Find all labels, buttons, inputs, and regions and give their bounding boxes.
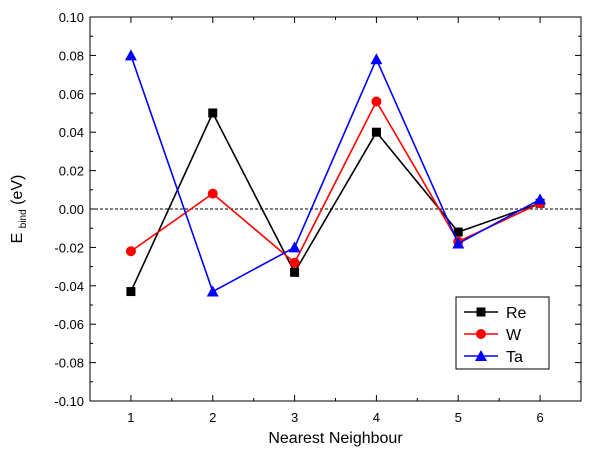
- data-point-ta: [370, 53, 383, 65]
- series-layer: [124, 49, 547, 297]
- y-axis-label-subscript: bind: [18, 209, 29, 228]
- y-tick-label: 0.08: [59, 48, 84, 63]
- data-point-w: [371, 96, 382, 107]
- data-point-ta: [288, 241, 301, 253]
- legend-item-re: Re: [464, 305, 527, 322]
- y-tick-label: 0.02: [59, 164, 84, 179]
- data-point-re: [208, 108, 218, 118]
- series-ta: [124, 49, 547, 297]
- y-tick-label: 0.04: [59, 125, 84, 140]
- x-tick-label: 4: [373, 410, 380, 425]
- series-re: [126, 108, 545, 297]
- y-tick-label: 0.00: [59, 202, 84, 217]
- legend-label: Re: [506, 305, 527, 322]
- legend-item-w: W: [464, 327, 522, 344]
- legend-label: W: [506, 327, 522, 344]
- series-line-re: [130, 111, 541, 292]
- legend-box: [455, 296, 550, 370]
- legend-marker: [475, 350, 487, 361]
- series-line-ta: [130, 55, 541, 293]
- data-point-ta: [534, 193, 547, 205]
- data-point-w: [125, 246, 136, 257]
- data-point-w: [289, 257, 300, 268]
- x-tick-label: 1: [127, 410, 134, 425]
- data-point-re: [290, 267, 300, 277]
- y-tick-label: -0.02: [54, 240, 84, 255]
- data-point-re: [126, 287, 136, 297]
- y-axis-label-main: E: [9, 233, 26, 244]
- series-w: [125, 96, 546, 268]
- data-point-ta: [124, 49, 137, 61]
- y-tick-label: 0.10: [59, 10, 84, 25]
- y-tick-label: -0.04: [54, 279, 84, 294]
- legend-label: Ta: [506, 349, 523, 366]
- y-tick-label: -0.06: [54, 317, 84, 332]
- legend-marker: [476, 307, 486, 317]
- y-axis-label-unit: (eV): [9, 175, 26, 205]
- y-tick-label: -0.08: [54, 356, 84, 371]
- data-point-re: [453, 227, 463, 237]
- legend-item-ta: Ta: [464, 349, 523, 366]
- legend-marker: [476, 329, 486, 339]
- data-point-ta: [452, 237, 465, 249]
- series-line-w: [130, 99, 541, 265]
- data-point-w: [207, 188, 218, 199]
- legend: Re W Ta: [455, 296, 550, 370]
- y-axis-label: E bind (eV): [9, 175, 30, 244]
- data-point-ta: [206, 285, 219, 297]
- x-tick-label: 2: [209, 410, 216, 425]
- x-tick-label: 5: [455, 410, 462, 425]
- y-tick-label: -0.10: [54, 394, 84, 409]
- x-axis-label: Nearest Neighbour: [268, 430, 403, 447]
- x-tick-label: 3: [291, 410, 298, 425]
- data-point-re: [371, 127, 381, 137]
- tick-layer: 0.10 0.08 0.06 0.04 0.02 0.00 -0.02 -0.04 -0.06 -…: [54, 10, 581, 425]
- x-tick-label: 6: [536, 410, 543, 425]
- y-tick-label: 0.06: [59, 87, 84, 102]
